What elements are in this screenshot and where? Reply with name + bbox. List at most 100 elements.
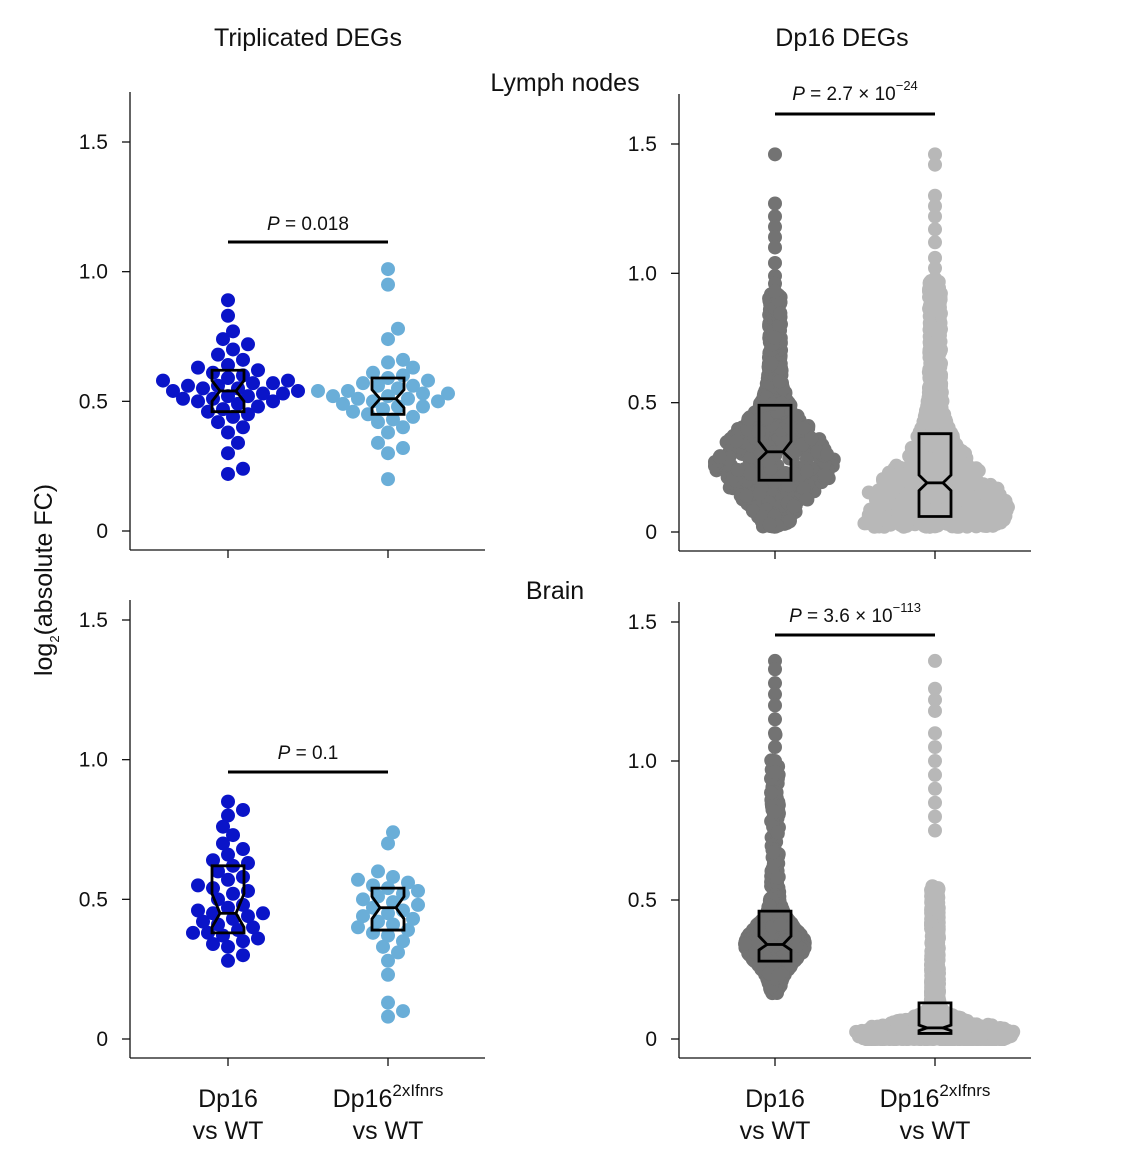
data-point [766,845,781,860]
data-point [861,485,876,500]
outlier-point [928,681,942,696]
data-point [216,836,230,851]
data-point [241,909,255,924]
data-point [406,378,420,393]
data-point [226,828,240,843]
data-point [767,475,782,490]
data-point [421,373,435,388]
data-point [196,914,210,929]
data-point [996,1021,1011,1036]
p-value-exponent: −113 [893,600,921,615]
data-point [771,968,786,983]
data-point [940,516,955,531]
y-tick-label: 1.5 [79,609,108,632]
data-point [396,441,410,456]
data-point [236,934,250,949]
data-point [818,468,833,483]
data-point [381,906,395,921]
data-point [356,376,370,391]
data-point [381,262,395,277]
data-point [931,299,946,314]
data-point [931,905,946,920]
data-point [206,853,220,868]
data-point [880,514,895,529]
data-point [406,409,420,424]
notched-box [917,432,953,518]
data-point [908,439,923,454]
data-point [221,389,235,404]
panel-brain-triplicated: 00.51.01.5P = 0.1 [79,600,485,1066]
data-point [738,937,753,952]
outlier-point [768,147,782,162]
x-category-dp16-2xifnrs-sup-right: 2xIfnrs [939,1081,990,1100]
outlier-point [768,687,782,702]
data-point [311,383,325,398]
panel-lymph-dp16degs: 00.51.01.5P = 2.7 × 10−24 [628,78,1031,559]
data-point [381,836,395,851]
data-point [879,487,894,502]
p-value-symbol: P [267,214,280,235]
data-point [371,378,385,393]
data-point [341,383,355,398]
data-point [759,411,774,426]
notched-box [210,864,246,935]
data-point [903,458,918,473]
data-point [953,1031,968,1046]
data-point [922,336,937,351]
x-category-dp16-2xifnrs-base: Dp16 [333,1085,393,1113]
series-points-1 [311,262,455,487]
data-point [211,347,225,362]
data-point [772,318,787,333]
data-point [216,332,230,347]
data-point [796,481,811,496]
outlier-point [928,726,942,741]
data-point [961,480,976,495]
data-point [924,1012,939,1027]
outlier-point [928,653,942,668]
data-point [251,399,265,414]
y-tick-label: 1.0 [79,749,108,772]
y-tick-label: 1.0 [79,261,108,284]
outlier-point [768,240,782,255]
data-point [770,825,785,840]
data-point [920,399,935,414]
outlier-point [768,230,782,245]
outlier-point [768,676,782,691]
data-point [961,497,976,512]
data-point [381,277,395,292]
series-points-0 [156,293,305,481]
data-point [381,332,395,347]
data-point [767,330,782,345]
data-point [804,431,819,446]
outlier-point [928,703,942,718]
data-point [181,378,195,393]
data-point [276,386,290,401]
data-point [221,808,235,823]
x-category-dp16-2xifnrs-base-right: Dp16 [880,1085,940,1113]
p-value-label: P = 0.018 [267,214,349,235]
data-point [381,967,395,982]
outlier-point [768,196,782,211]
data-point [950,452,965,467]
data-point [251,363,265,378]
data-point [773,917,788,932]
data-point [246,920,260,935]
data-point [176,391,190,406]
data-point [346,404,360,419]
data-point [924,975,939,990]
data-point [927,883,942,898]
data-point [221,953,235,968]
data-point [396,934,410,949]
y-tick-label: 0.5 [79,390,108,413]
svg-text:log2(absolute FC): log2(absolute FC) [30,484,62,676]
data-point [266,394,280,409]
data-point [231,435,245,450]
data-point [241,337,255,352]
p-value-text: = 0.1 [290,743,338,764]
data-point [924,355,939,370]
data-point [351,872,365,887]
data-point [231,396,245,411]
data-point [221,446,235,461]
outlier-point [768,219,782,234]
y-tick-label: 0 [96,1028,108,1051]
